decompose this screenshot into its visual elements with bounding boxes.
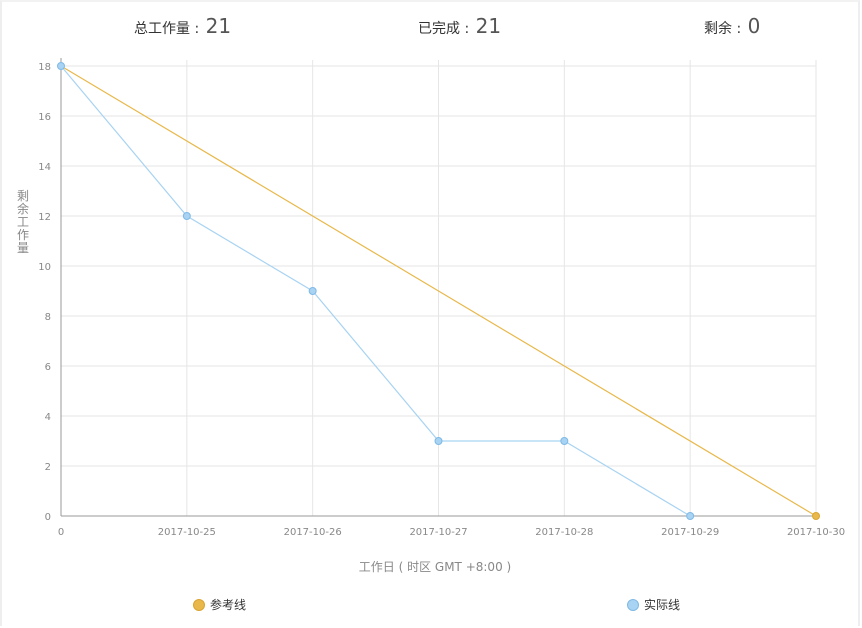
total-work-value: 21 — [205, 14, 232, 38]
actual-point — [57, 62, 65, 70]
reference-point — [812, 512, 820, 520]
y-tick-label: 18 — [38, 62, 51, 73]
remaining-label: 剩余 : — [704, 21, 746, 37]
x-tick-label: 2017-10-30 — [787, 527, 845, 538]
x-tick-label: 2017-10-26 — [284, 527, 342, 538]
y-tick-label: 2 — [45, 462, 51, 473]
y-tick-label: 6 — [45, 362, 51, 373]
x-tick-label: 2017-10-25 — [158, 527, 216, 538]
y-tick-label: 0 — [45, 512, 51, 523]
x-axis-title: 工作日 ( 时区 GMT +8:00 ) — [358, 560, 512, 574]
y-tick-label: 10 — [38, 262, 51, 273]
legend-actual-label: 实际线 — [644, 598, 681, 612]
legend-item-actual[interactable]: 实际线 — [627, 596, 680, 613]
y-tick-label: 8 — [45, 312, 51, 323]
x-tick-label: 0 — [58, 527, 64, 538]
actual-point — [308, 287, 317, 295]
legend-item-reference[interactable]: 参考线 — [193, 596, 246, 613]
legend-reference-label: 参考线 — [210, 598, 247, 612]
total-work-stat: 总工作量 : 21 — [134, 14, 231, 38]
total-work-label: 总工作量 : — [134, 21, 204, 37]
y-tick-label: 4 — [45, 412, 51, 423]
summary-bar: 总工作量 : 21 已完成 : 21 剩余 : 0 — [0, 14, 862, 50]
y-tick-label: 12 — [38, 212, 51, 223]
actual-point — [182, 212, 191, 220]
actual-point — [434, 437, 443, 445]
actual-line — [60, 65, 691, 517]
completed-value: 21 — [475, 14, 502, 38]
completed-stat: 已完成 : 21 — [418, 14, 501, 38]
y-tick-label: 16 — [38, 112, 51, 123]
remaining-value: 0 — [747, 14, 761, 38]
x-tick-label: 2017-10-27 — [409, 527, 467, 538]
legend-actual-marker — [627, 598, 639, 611]
reference-line — [60, 65, 817, 517]
x-tick-label: 2017-10-28 — [535, 527, 593, 538]
completed-label: 已完成 : — [418, 21, 474, 37]
actual-point — [686, 512, 695, 520]
y-axis-title: 剩余工作量 — [16, 189, 29, 255]
actual-point — [560, 437, 569, 445]
remaining-stat: 剩余 : 0 — [704, 14, 760, 38]
x-tick-label: 2017-10-29 — [661, 527, 719, 538]
legend-reference-marker — [193, 598, 205, 611]
y-tick-label: 14 — [38, 162, 51, 173]
